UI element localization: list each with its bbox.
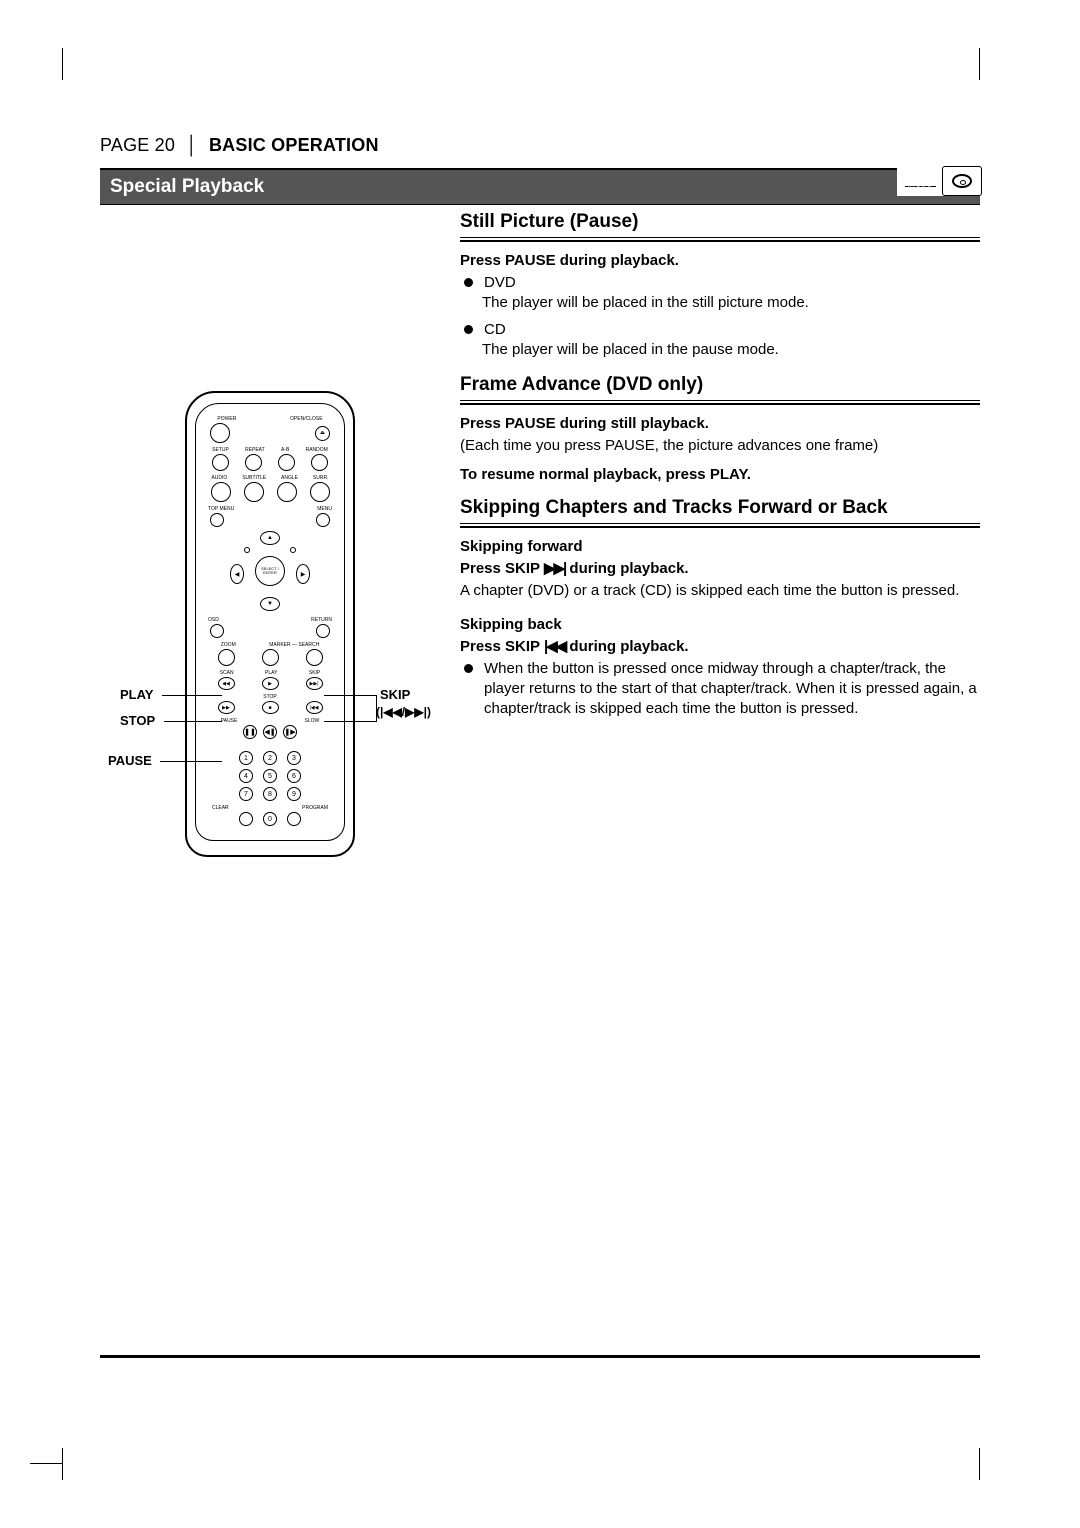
detail-frame-advance: (Each time you press PAUSE, the picture … (460, 436, 980, 456)
num-2[interactable]: 2 (263, 751, 277, 765)
dpad-right[interactable]: ▶ (296, 564, 310, 584)
detail-skip-back: When the button is pressed once midway t… (462, 659, 980, 720)
play-button[interactable]: ▶ (262, 677, 279, 690)
repeat-button[interactable] (245, 454, 262, 471)
remote-column: PLAY STOP PAUSE SKIP (|◀◀/▶▶|) POWEROPEN… (100, 211, 440, 857)
marker-button[interactable] (262, 649, 279, 666)
instr-pause-playback: Press PAUSE during playback. (460, 252, 980, 269)
instr-pause-still: Press PAUSE during still playback. (460, 415, 980, 432)
num-0[interactable]: 0 (263, 812, 277, 826)
random-button[interactable] (311, 454, 328, 471)
instr-resume: To resume normal playback, press PLAY. (460, 466, 980, 483)
title-bar: Special Playback DVD COMPACT DIGITAL AUD… (100, 168, 980, 205)
num-9[interactable]: 9 (287, 787, 301, 801)
stop-button[interactable]: ■ (262, 701, 279, 714)
surr-button[interactable] (310, 482, 330, 502)
bottom-rule (100, 1355, 980, 1358)
bullet-dvd: DVD (462, 273, 980, 293)
audio-button[interactable] (211, 482, 231, 502)
title-bar-text: Special Playback (110, 176, 264, 197)
detail-skip-fwd: A chapter (DVD) or a track (CD) is skipp… (460, 581, 980, 601)
num-5[interactable]: 5 (263, 769, 277, 783)
dpad-left[interactable]: ◀ (230, 564, 244, 584)
page-section: BASIC OPERATION (209, 135, 379, 155)
menu-button[interactable] (316, 513, 330, 527)
dpad-up[interactable]: ▲ (260, 531, 280, 545)
header-divider: │ (186, 135, 197, 156)
zoom-button[interactable] (218, 649, 235, 666)
osd-button[interactable] (210, 624, 224, 638)
detail-cd: The player will be placed in the pause m… (482, 340, 980, 360)
program-button[interactable] (287, 812, 301, 826)
instr-skip-fwd: Press SKIP ▶▶| during playback. (460, 559, 980, 577)
dvd-logo: DVD (905, 170, 936, 192)
num-4[interactable]: 4 (239, 769, 253, 783)
scan-fwd-button[interactable]: ▶▶ (218, 701, 235, 714)
instruction-column: Still Picture (Pause) Press PAUSE during… (460, 211, 980, 857)
slow-rev-button[interactable]: ◀❚ (263, 725, 277, 739)
page-header: PAGE 20 │ BASIC OPERATION (100, 135, 980, 156)
eject-button[interactable]: ⏏ (315, 426, 330, 441)
num-8[interactable]: 8 (263, 787, 277, 801)
search-button[interactable] (306, 649, 323, 666)
num-7[interactable]: 7 (239, 787, 253, 801)
cd-logo: COMPACT DIGITAL AUDIO (942, 166, 982, 196)
label-pause: PAUSE (108, 753, 152, 768)
return-button[interactable] (316, 624, 330, 638)
label-skip-icons: (|◀◀/▶▶|) (376, 705, 431, 719)
dpad-down[interactable]: ▼ (260, 597, 280, 611)
skip-back-icon: |◀◀ (544, 638, 565, 655)
media-logos: DVD COMPACT DIGITAL AUDIO (897, 166, 982, 196)
scan-back-button[interactable]: ◀◀ (218, 677, 235, 690)
skip-fwd-button[interactable]: ▶▶| (306, 677, 323, 690)
slow-fwd-button[interactable]: ❚▶ (283, 725, 297, 739)
page-number: PAGE 20 (100, 135, 175, 155)
angle-button[interactable] (277, 482, 297, 502)
subtitle-button[interactable] (244, 482, 264, 502)
ab-button[interactable] (278, 454, 295, 471)
heading-still-picture: Still Picture (Pause) (460, 211, 980, 238)
label-stop: STOP (120, 713, 155, 728)
dpad-select[interactable]: SELECT / ENTER (255, 556, 285, 586)
label-skip: SKIP (380, 687, 410, 702)
num-6[interactable]: 6 (287, 769, 301, 783)
dpad: ▲ ▼ ◀ ▶ SELECT / ENTER (230, 531, 310, 611)
instr-skip-back: Press SKIP |◀◀ during playback. (460, 637, 980, 655)
bullet-cd: CD (462, 320, 980, 340)
topmenu-button[interactable] (210, 513, 224, 527)
remote-control: POWEROPEN/CLOSE ⏏ SETUPREPEATA-BRANDOM (185, 391, 355, 857)
subhead-skip-fwd: Skipping forward (460, 538, 980, 555)
clear-button[interactable] (239, 812, 253, 826)
skip-back-button[interactable]: |◀◀ (306, 701, 323, 714)
heading-skipping: Skipping Chapters and Tracks Forward or … (460, 497, 980, 524)
setup-button[interactable] (212, 454, 229, 471)
power-button[interactable] (210, 423, 230, 443)
heading-frame-advance: Frame Advance (DVD only) (460, 374, 980, 401)
num-1[interactable]: 1 (239, 751, 253, 765)
detail-dvd: The player will be placed in the still p… (482, 293, 980, 313)
skip-fwd-icon: ▶▶| (544, 560, 565, 577)
pause-button[interactable]: ❚❚ (243, 725, 257, 739)
label-play: PLAY (120, 687, 153, 702)
subhead-skip-back: Skipping back (460, 616, 980, 633)
num-3[interactable]: 3 (287, 751, 301, 765)
